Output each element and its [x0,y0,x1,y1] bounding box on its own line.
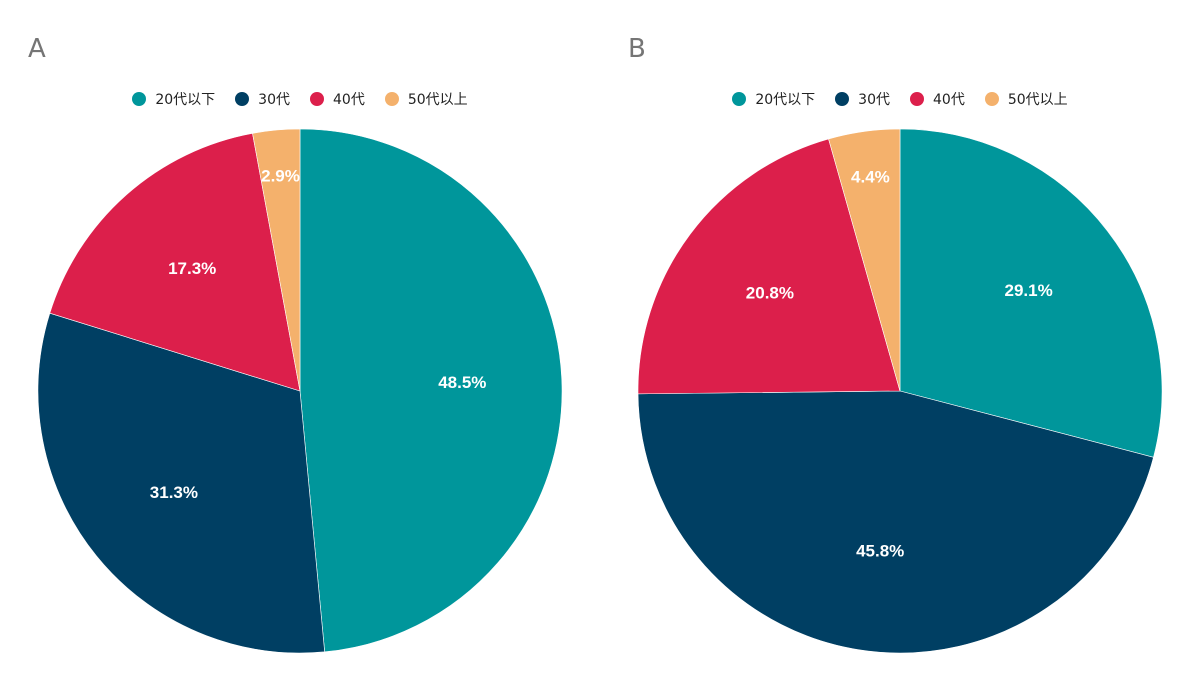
legend-label: 30代 [858,92,890,108]
legend-a: 20代以下 30代 40代 50代以上 [0,89,600,109]
legend-label: 50代以上 [1007,92,1068,108]
slice-label-40s-b: 20.8% [746,283,794,302]
pie-slice-30s-a [37,312,325,654]
pie-slice-50s-and-over-b [828,128,901,392]
legend-swatch [235,92,250,106]
chart-panel-b: B 20代以下 30代 40代 50代以上 29.1% 45.8% 20.8% 4.4… [600,0,1200,682]
chart-title-a: A [28,34,46,64]
legend-item: 30代 [835,89,890,109]
legend-swatch [384,92,399,106]
legend-label: 30代 [258,92,290,108]
legend-swatch [310,92,324,106]
pie-slice-20s-and-under-a [299,128,563,653]
legend-item: 50代以上 [984,89,1068,109]
legend-item: 40代 [310,89,365,109]
legend-swatch [910,92,924,106]
slice-label-50s-and-over-a: 2.9% [261,167,300,186]
pie-slice-50s-and-over-a [252,128,301,392]
pie-chart-a: 48.5% 31.3% 17.3% 2.9% [37,128,563,654]
legend-b: 20代以下 30代 40代 50代以上 [600,89,1200,109]
legend-label: 40代 [933,92,965,108]
slice-label-40s-a: 17.3% [168,259,216,278]
slice-label-30s-b: 45.8% [856,542,904,561]
legend-label: 20代以下 [755,92,816,108]
chart-panel-a: A 20代以下 30代 40代 50代以上 48.5% 31.3% 17.3% 2.9… [0,34,600,654]
chart-title-b: B [628,34,646,64]
pie-slice-40s-b [637,138,901,395]
legend-swatch [984,92,999,106]
legend-label: 50代以上 [407,92,468,108]
legend-swatch [132,92,147,106]
slice-label-20s-and-under-b: 29.1% [1004,281,1052,300]
legend-item: 20代以下 [732,89,815,109]
pie-slice-30s-b [637,390,1154,654]
legend-swatch [835,92,850,106]
legend-item: 30代 [235,89,290,109]
pie-slice-40s-a [49,132,301,392]
legend-label: 20代以下 [155,92,216,108]
slice-label-50s-and-over-b: 4.4% [851,168,890,187]
pie-chart-b: 29.1% 45.8% 20.8% 4.4% [637,128,1163,654]
legend-label: 40代 [333,92,365,108]
slice-label-30s-a: 31.3% [150,483,198,502]
slice-label-20s-and-under-a: 48.5% [438,373,486,392]
pie-slice-20s-and-under-b [899,128,1163,458]
legend-swatch [732,92,747,106]
legend-item: 20代以下 [132,89,215,109]
legend-item: 50代以上 [384,89,468,109]
legend-item: 40代 [910,89,965,109]
